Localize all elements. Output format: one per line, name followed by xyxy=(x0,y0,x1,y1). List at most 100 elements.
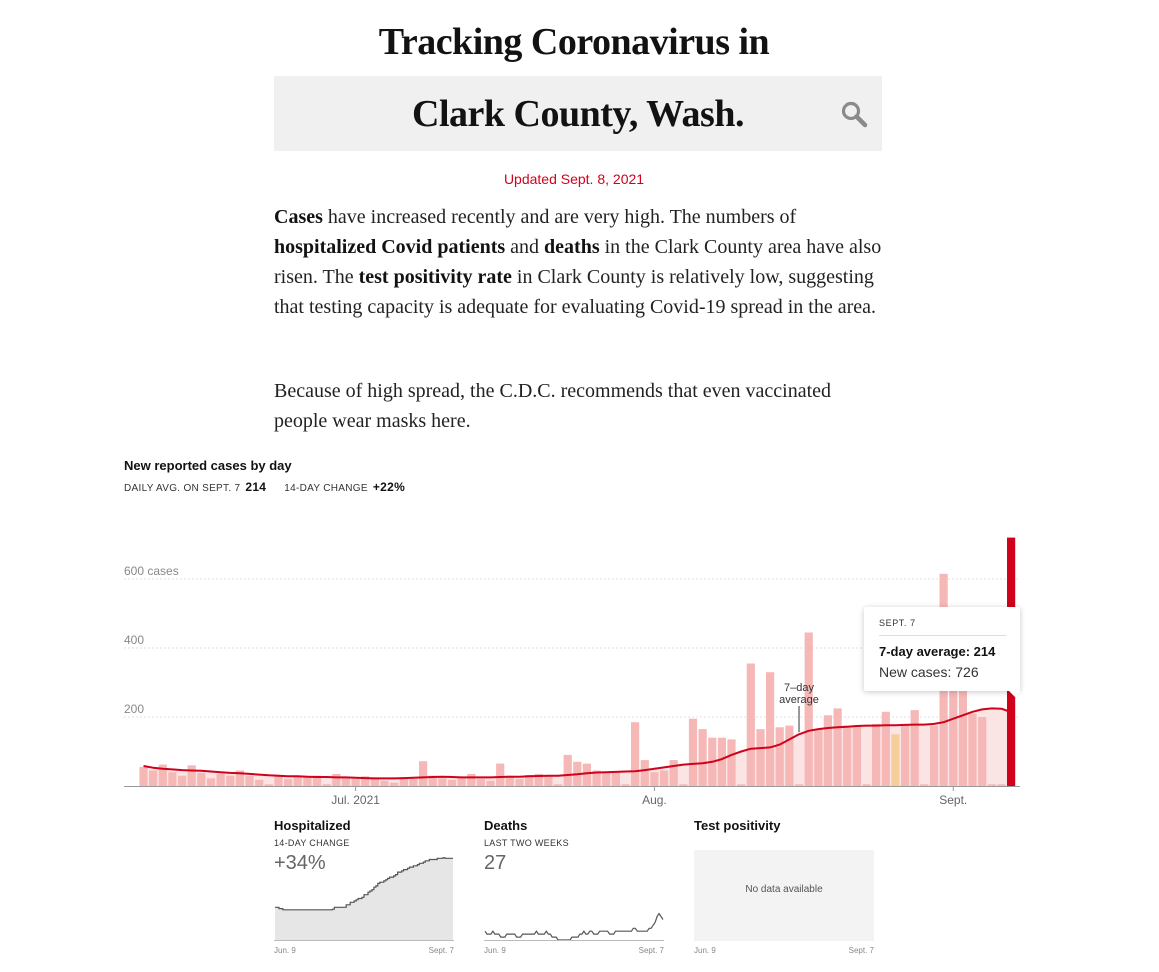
summary-text-3: in the Clark County area have also risen… xyxy=(274,236,882,288)
case-bar xyxy=(688,718,698,786)
case-bar xyxy=(158,764,167,786)
summary-text-4: in Clark County is relatively low, sugge… xyxy=(274,266,877,318)
hospitalized-line xyxy=(275,857,453,911)
case-bar xyxy=(582,763,591,786)
positivity-nodata-text: No data available xyxy=(745,884,823,895)
daily-avg-label: DAILY AVG. ON SEPT. 7 xyxy=(124,483,241,494)
hospitalized-sparkline xyxy=(274,857,454,941)
tooltip-new-cases: New cases: 726 xyxy=(879,664,979,680)
case-bar xyxy=(312,775,322,786)
case-bar xyxy=(650,772,659,786)
case-bar xyxy=(746,663,755,786)
case-bar xyxy=(862,784,871,786)
case-bar xyxy=(640,760,649,786)
average-line xyxy=(143,707,1012,780)
change-value: +22% xyxy=(372,480,406,494)
case-bar xyxy=(197,772,206,786)
updated-date: Updated Sept. 8, 2021 xyxy=(503,171,645,187)
x-tick-label: Jul. 2021 xyxy=(331,793,380,807)
cases-chart[interactable]: 200 400 600 cases Jul. 2021 Aug. Sept. 7–dayav… xyxy=(0,530,1159,812)
hospitalized-value: +34% xyxy=(274,852,326,874)
positivity-start-date: Jun. 9 xyxy=(694,946,716,955)
location-search-box[interactable]: Clark County, Wash. xyxy=(274,76,882,151)
change-label: 14-DAY CHANGE xyxy=(284,483,368,494)
case-bar xyxy=(968,713,977,786)
case-bar xyxy=(467,773,476,786)
daily-avg-value: 214 xyxy=(245,480,267,494)
case-bar xyxy=(958,691,967,786)
case-bar xyxy=(351,779,360,786)
deaths-sparkline xyxy=(484,912,664,941)
case-bar xyxy=(226,775,235,786)
chart-tooltip: SEPT. 7 7-day average: 214 New cases: 72… xyxy=(864,607,1021,697)
case-bar xyxy=(380,780,389,786)
case-bar xyxy=(168,772,177,786)
case-bar xyxy=(544,775,553,786)
case-bar xyxy=(949,685,958,786)
x-tick-label: Sept. xyxy=(939,793,967,807)
case-bar xyxy=(505,775,514,786)
case-bar xyxy=(515,779,524,786)
hospitalized-subtitle: 14-DAY CHANGE xyxy=(274,838,350,848)
case-bar xyxy=(843,725,852,786)
case-bar xyxy=(775,727,784,786)
case-bar xyxy=(525,775,534,786)
case-bar xyxy=(553,784,563,786)
cdc-note: Because of high spread, the C.D.C. recom… xyxy=(274,380,832,432)
hospitalized-area xyxy=(275,857,453,940)
summary-deaths: deaths xyxy=(544,236,600,258)
deaths-chart: Deaths LAST TWO WEEKS 27 Jun. 9 Sept. 7 xyxy=(484,818,674,968)
case-bar xyxy=(929,725,939,786)
case-bar xyxy=(390,782,399,786)
case-bar xyxy=(631,722,640,786)
summary-paragraph: Cases have increased recently and are ve… xyxy=(274,202,884,322)
case-bar xyxy=(457,777,466,786)
hospitalized-start-date: Jun. 9 xyxy=(274,946,296,955)
case-bar xyxy=(717,737,726,786)
cases-chart-stats: DAILY AVG. ON SEPT. 7 214 14-DAY CHANGE +22… xyxy=(124,480,405,494)
case-bar xyxy=(987,784,996,786)
case-bar xyxy=(206,778,216,786)
case-bar xyxy=(679,784,688,786)
average-area xyxy=(143,708,1012,786)
case-bar xyxy=(794,784,804,786)
case-bar xyxy=(322,784,331,786)
case-bar xyxy=(804,632,813,786)
summary-text-2: and xyxy=(505,236,545,258)
annotation-label: average xyxy=(779,694,819,706)
case-bar xyxy=(785,725,794,786)
case-bar xyxy=(756,729,765,786)
case-bar xyxy=(332,773,341,786)
deaths-end-date: Sept. 7 xyxy=(638,946,664,955)
case-bar xyxy=(669,760,678,786)
case-bar xyxy=(496,763,505,786)
positivity-end-date: Sept. 7 xyxy=(848,946,874,955)
summary-positivity: test positivity rate xyxy=(358,266,512,288)
deaths-title: Deaths xyxy=(484,818,528,833)
y-tick-label: 200 xyxy=(124,702,144,716)
case-bar xyxy=(284,779,293,786)
case-bar xyxy=(534,773,543,786)
case-bar xyxy=(255,779,264,786)
case-bar xyxy=(235,770,244,786)
case-bar xyxy=(178,775,187,786)
case-bar xyxy=(833,708,842,786)
case-bar xyxy=(881,711,890,786)
tooltip-date: SEPT. 7 xyxy=(879,618,916,628)
case-bar xyxy=(245,775,254,786)
case-bar xyxy=(476,779,485,786)
case-bar xyxy=(409,779,418,786)
case-bar xyxy=(419,761,428,786)
search-icon[interactable] xyxy=(840,100,868,128)
page-title: Tracking Coronavirus in xyxy=(378,21,770,63)
positivity-nodata-box: No data available xyxy=(694,850,874,941)
summary-text-1: have increased recently and are very hig… xyxy=(322,206,797,228)
case-bar xyxy=(737,784,746,786)
case-bar xyxy=(447,779,457,786)
case-bar xyxy=(823,715,832,786)
deaths-start-date: Jun. 9 xyxy=(484,946,506,955)
summary-hospitalized: hospitalized Covid patients xyxy=(274,236,506,258)
positivity-title: Test positivity xyxy=(694,818,781,833)
case-bar xyxy=(611,772,620,786)
location-name: Clark County, Wash. xyxy=(412,93,744,135)
